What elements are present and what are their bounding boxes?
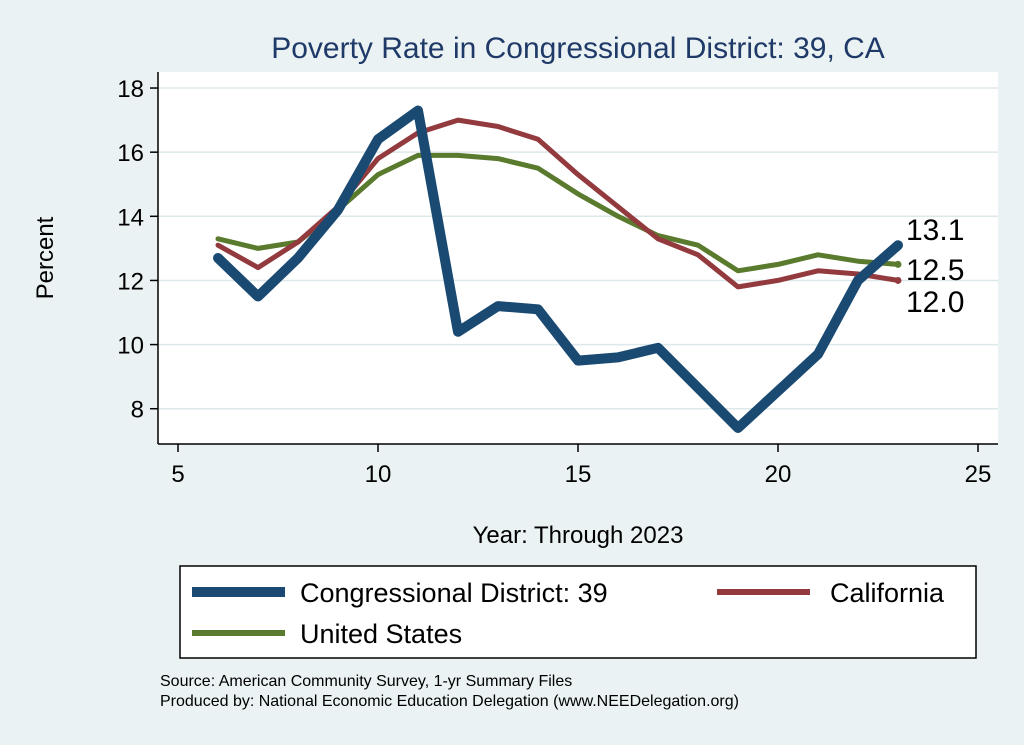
legend-label-us: United States	[300, 619, 462, 649]
axes: 8 10 12 14 16 18 5 10 15 20 25	[117, 72, 998, 488]
series-lines	[213, 105, 903, 433]
end-label-us: 12.5	[906, 254, 964, 287]
produced-by-line: Produced by: National Economic Education…	[160, 693, 739, 710]
chart-title: Poverty Rate in Congressional District: …	[271, 32, 885, 65]
x-tick-label-15: 15	[565, 461, 592, 488]
x-tick-label-5: 5	[171, 461, 184, 488]
y-axis-title: Percent	[32, 216, 59, 299]
end-point-california	[894, 276, 902, 284]
y-tick-label-8: 8	[131, 397, 144, 424]
legend-box	[179, 565, 977, 659]
legend-label-district: Congressional District: 39	[300, 578, 608, 608]
x-tick-label-10: 10	[365, 461, 392, 488]
source-line: Source: American Community Survey, 1-yr …	[160, 673, 572, 690]
y-tick-label-12: 12	[117, 268, 144, 295]
y-tick-label-16: 16	[117, 140, 144, 167]
legend: Congressional District: 39 California Un…	[179, 565, 977, 659]
end-label-district: 13.1	[906, 214, 964, 247]
legend-label-california: California	[830, 578, 945, 608]
y-tick-label-18: 18	[117, 76, 144, 103]
y-tick-label-14: 14	[117, 204, 144, 231]
x-axis-title: Year: Through 2023	[473, 522, 684, 549]
x-tick-label-25: 25	[965, 461, 992, 488]
grid-lines	[158, 87, 998, 410]
plot-area	[158, 72, 998, 444]
end-labels: 13.1 12.512.0	[894, 214, 964, 319]
y-tick-label-10: 10	[117, 333, 144, 360]
end-point-district	[894, 241, 902, 249]
x-tick-label-20: 20	[765, 461, 792, 488]
series-line-district	[213, 105, 903, 433]
end-point-us	[894, 260, 902, 268]
end-label-california: 12.0	[906, 286, 964, 319]
